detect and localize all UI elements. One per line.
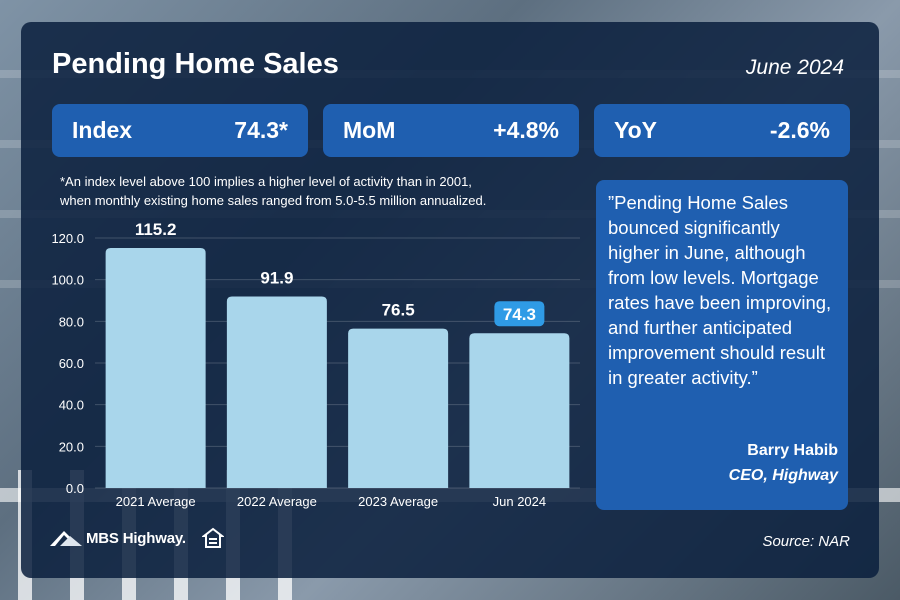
stat-value: +4.8%	[493, 117, 559, 143]
stat-label: MoM	[343, 117, 396, 143]
footnote-line: *An index level above 100 implies a high…	[60, 174, 472, 189]
stat-yoy: YoY -2.6%	[594, 104, 850, 157]
quote-author: Barry Habib	[747, 442, 838, 459]
quote-text: ”Pending Home Sales bounced significantl…	[608, 192, 832, 388]
x-tick-label: 2023 Average	[358, 494, 438, 509]
data-label: 76.5	[382, 301, 415, 320]
y-tick-label: 120.0	[51, 231, 84, 246]
stat-value: 74.3*	[234, 117, 288, 143]
bar	[469, 333, 570, 488]
data-label: 91.9	[260, 269, 293, 288]
bar	[105, 248, 206, 488]
bar-chart: 0.0 20.0 40.0 60.0 80.0 100.0 120.0 115.2 2021 A…	[51, 220, 580, 509]
footnote: *An index level above 100 implies a high…	[60, 172, 580, 210]
source-note: Source: NAR	[762, 533, 850, 550]
data-label: 74.3	[503, 305, 536, 324]
quote-box: ”Pending Home Sales bounced significantl…	[596, 180, 848, 510]
logo-text: MBS Highway.	[86, 529, 186, 547]
bar	[226, 296, 327, 488]
x-tick-label: Jun 2024	[493, 494, 547, 509]
highlight-label-badge	[494, 301, 545, 327]
bar	[348, 328, 449, 488]
stat-value: -2.6%	[769, 117, 830, 143]
stat-index: Index 74.3*	[52, 104, 308, 157]
brand-logo: MBS Highway.	[50, 527, 224, 549]
stat-mom: MoM +4.8%	[323, 104, 579, 157]
y-tick-label: 60.0	[59, 356, 84, 371]
equal-housing-icon	[201, 527, 224, 548]
stat-label: YoY	[614, 117, 658, 143]
y-tick-label: 40.0	[59, 398, 84, 413]
y-tick-label: 0.0	[66, 481, 84, 496]
data-label: 115.2	[135, 220, 177, 239]
y-tick-label: 80.0	[59, 314, 84, 329]
mbs-highway-logo-icon	[50, 531, 82, 546]
x-tick-label: 2022 Average	[237, 494, 317, 509]
y-tick-label: 20.0	[59, 439, 84, 454]
x-tick-label: 2021 Average	[116, 494, 196, 509]
quote-author-title: CEO, Highway	[728, 467, 838, 484]
stat-label: Index	[72, 117, 133, 143]
footnote-line: when monthly existing home sales ranged …	[60, 193, 487, 208]
page-title: Pending Home Sales	[52, 48, 339, 80]
y-tick-label: 100.0	[51, 273, 84, 288]
report-date: June 2024	[745, 56, 844, 79]
